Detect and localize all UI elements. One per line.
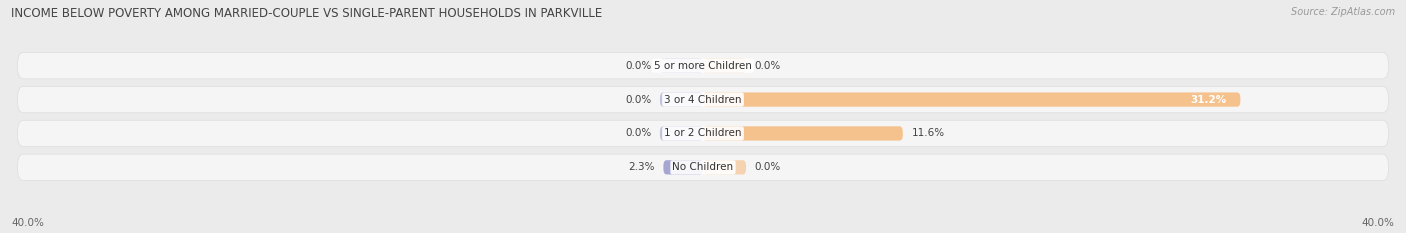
Text: 0.0%: 0.0%	[626, 128, 651, 138]
Text: Source: ZipAtlas.com: Source: ZipAtlas.com	[1291, 7, 1395, 17]
FancyBboxPatch shape	[664, 160, 703, 175]
Text: INCOME BELOW POVERTY AMONG MARRIED-COUPLE VS SINGLE-PARENT HOUSEHOLDS IN PARKVIL: INCOME BELOW POVERTY AMONG MARRIED-COUPL…	[11, 7, 603, 20]
FancyBboxPatch shape	[17, 52, 1389, 79]
FancyBboxPatch shape	[659, 126, 703, 140]
FancyBboxPatch shape	[659, 93, 703, 107]
Text: 3 or 4 Children: 3 or 4 Children	[664, 95, 742, 105]
FancyBboxPatch shape	[659, 58, 703, 73]
FancyBboxPatch shape	[703, 126, 903, 140]
Text: 40.0%: 40.0%	[1362, 218, 1395, 228]
Text: No Children: No Children	[672, 162, 734, 172]
Text: 2.3%: 2.3%	[628, 162, 655, 172]
Text: 1 or 2 Children: 1 or 2 Children	[664, 128, 742, 138]
Text: 0.0%: 0.0%	[755, 162, 780, 172]
FancyBboxPatch shape	[703, 160, 747, 175]
FancyBboxPatch shape	[17, 154, 1389, 181]
FancyBboxPatch shape	[703, 93, 1240, 107]
Text: 0.0%: 0.0%	[626, 61, 651, 71]
Text: 0.0%: 0.0%	[755, 61, 780, 71]
FancyBboxPatch shape	[17, 120, 1389, 147]
Text: 31.2%: 31.2%	[1191, 95, 1226, 105]
Text: 11.6%: 11.6%	[911, 128, 945, 138]
FancyBboxPatch shape	[17, 86, 1389, 113]
Text: 40.0%: 40.0%	[11, 218, 44, 228]
Text: 5 or more Children: 5 or more Children	[654, 61, 752, 71]
FancyBboxPatch shape	[703, 58, 747, 73]
Text: 0.0%: 0.0%	[626, 95, 651, 105]
